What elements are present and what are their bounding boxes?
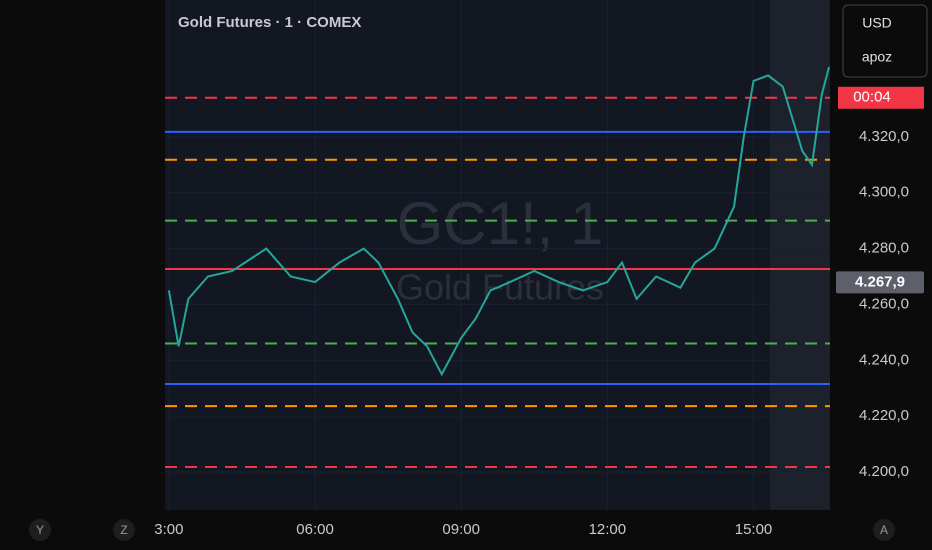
x-tick-label: 06:00 xyxy=(296,521,334,538)
chart-title: Gold Futures · 1 · COMEX xyxy=(178,14,361,31)
y-tick-label: 4.260,0 xyxy=(859,295,909,312)
price-line xyxy=(167,66,830,377)
watermark: GC1!, 1 xyxy=(397,190,604,257)
button-bg[interactable] xyxy=(29,519,51,541)
button-bg[interactable] xyxy=(113,519,135,541)
countdown: 00:04 xyxy=(853,89,891,106)
y-tick-label: 4.240,0 xyxy=(859,351,909,368)
button[interactable]: A xyxy=(880,523,888,537)
x-tick-label: 12:00 xyxy=(589,521,627,538)
x-tick-label: 3:00 xyxy=(154,521,183,538)
x-tick-label: 09:00 xyxy=(442,521,480,538)
button[interactable]: Z xyxy=(120,523,127,537)
last-price-box xyxy=(836,271,924,294)
y-tick-label: 4.280,0 xyxy=(859,240,909,257)
y-tick-label: 4.200,0 xyxy=(859,463,909,480)
plot xyxy=(165,0,830,510)
session-shade xyxy=(770,0,830,510)
y-tick-label: 4.220,0 xyxy=(859,407,909,424)
y-tick-label: 4.300,0 xyxy=(859,184,909,201)
user[interactable]: apoz xyxy=(862,49,892,65)
currency[interactable]: USD xyxy=(862,15,892,31)
button-bg[interactable] xyxy=(873,519,895,541)
x-tick-label: 15:00 xyxy=(735,521,773,538)
plot-area xyxy=(165,0,830,510)
currency-box[interactable] xyxy=(842,4,928,78)
last-price-label: 4.267,9 xyxy=(855,273,905,290)
y-tick-label: 4.320,0 xyxy=(859,128,909,145)
button[interactable]: Y xyxy=(36,523,44,537)
countdown-box xyxy=(838,86,924,109)
